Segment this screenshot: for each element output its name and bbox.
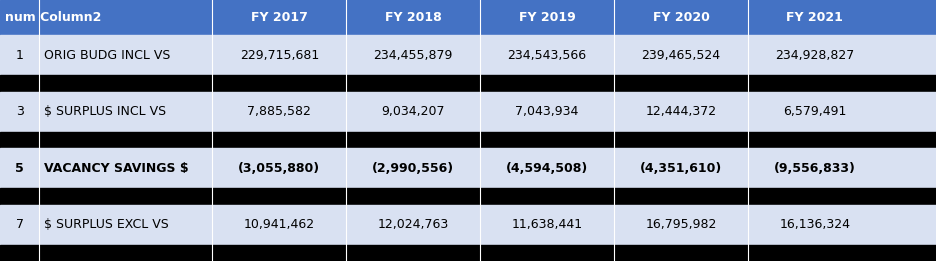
Bar	[0, 92, 936, 132]
Text: ORIG BUDG INCL VS: ORIG BUDG INCL VS	[44, 49, 170, 62]
Text: 12,024,763: 12,024,763	[377, 218, 449, 231]
Bar	[0, 35, 936, 75]
Text: FY 2019: FY 2019	[519, 11, 576, 24]
Text: 12,444,372: 12,444,372	[646, 105, 716, 118]
Text: 3: 3	[16, 105, 23, 118]
Text: 7,885,582: 7,885,582	[247, 105, 312, 118]
Text: 16,136,324: 16,136,324	[780, 218, 850, 231]
Text: 234,455,879: 234,455,879	[373, 49, 453, 62]
Text: (4,594,508): (4,594,508)	[506, 162, 588, 175]
Text: 10,941,462: 10,941,462	[244, 218, 314, 231]
Text: (4,351,610): (4,351,610)	[640, 162, 722, 175]
Text: 11,638,441: 11,638,441	[512, 218, 582, 231]
Text: 9,034,207: 9,034,207	[382, 105, 445, 118]
Text: 6,579,491: 6,579,491	[783, 105, 846, 118]
Text: FY 2018: FY 2018	[385, 11, 442, 24]
Text: (3,055,880): (3,055,880)	[239, 162, 320, 175]
Text: 229,715,681: 229,715,681	[240, 49, 319, 62]
Bar	[0, 245, 936, 261]
Text: 7,043,934: 7,043,934	[516, 105, 578, 118]
Text: $ SURPLUS EXCL VS: $ SURPLUS EXCL VS	[44, 218, 168, 231]
Text: FY 2017: FY 2017	[251, 11, 308, 24]
Text: 16,795,982: 16,795,982	[645, 218, 717, 231]
Text: FY 2020: FY 2020	[652, 11, 709, 24]
Bar	[0, 205, 936, 245]
Text: 239,465,524: 239,465,524	[641, 49, 721, 62]
Text: num Column2: num Column2	[5, 11, 101, 24]
Bar	[0, 75, 936, 92]
Text: (2,990,556): (2,990,556)	[373, 162, 454, 175]
Text: 7: 7	[16, 218, 23, 231]
Text: 234,543,566: 234,543,566	[507, 49, 587, 62]
Bar	[0, 0, 936, 35]
Text: VACANCY SAVINGS $: VACANCY SAVINGS $	[44, 162, 189, 175]
Text: 1: 1	[16, 49, 23, 62]
Bar	[0, 148, 936, 188]
Bar	[0, 132, 936, 148]
Bar	[0, 188, 936, 205]
Text: $ SURPLUS INCL VS: $ SURPLUS INCL VS	[44, 105, 166, 118]
Text: 234,928,827: 234,928,827	[775, 49, 855, 62]
Text: FY 2021: FY 2021	[786, 11, 843, 24]
Text: (9,556,833): (9,556,833)	[774, 162, 856, 175]
Text: 5: 5	[15, 162, 24, 175]
